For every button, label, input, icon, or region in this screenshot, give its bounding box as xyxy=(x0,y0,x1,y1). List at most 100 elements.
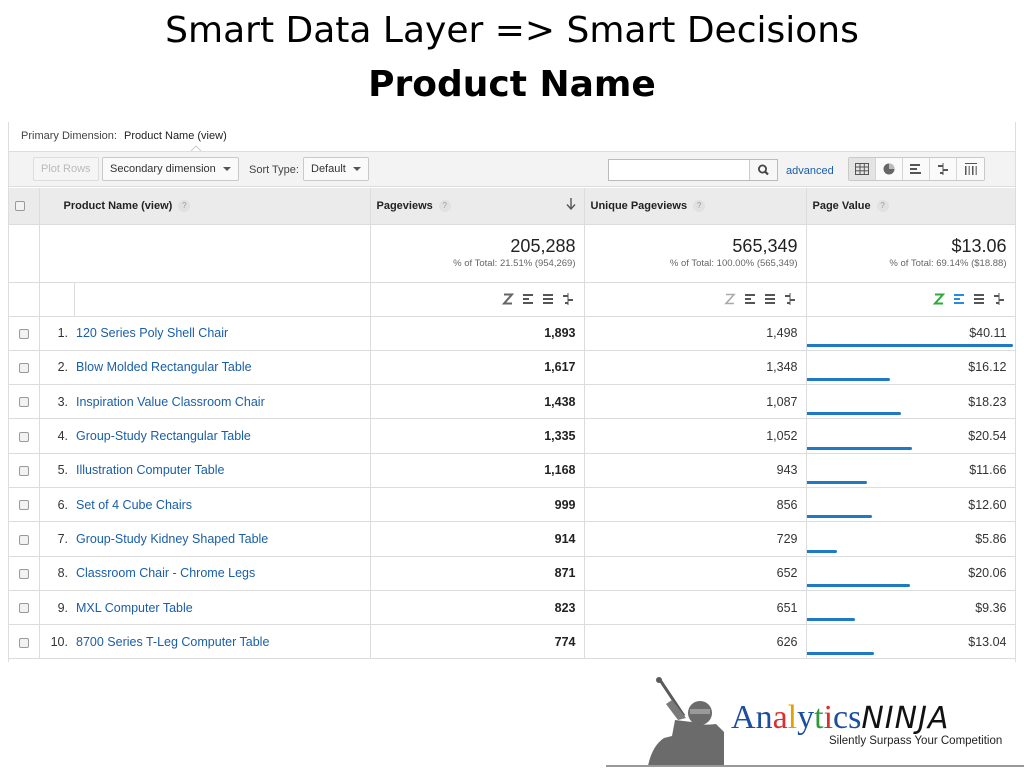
pageviews-value: 914 xyxy=(370,521,585,557)
row-checkbox[interactable] xyxy=(18,637,29,648)
advanced-filter-link[interactable]: advanced xyxy=(786,165,834,177)
product-name-link[interactable]: 8700 Series T-Leg Computer Table xyxy=(74,624,371,660)
row-checkbox[interactable] xyxy=(18,500,29,511)
zero-sort-icon[interactable] xyxy=(723,293,736,305)
product-name-link[interactable]: Inspiration Value Classroom Chair xyxy=(74,384,371,420)
product-name-link[interactable]: Group-Study Kidney Shaped Table xyxy=(74,521,371,557)
table-view-button[interactable] xyxy=(849,158,876,180)
zero-sort-icon[interactable] xyxy=(932,293,945,305)
bar-visualization-icon[interactable] xyxy=(953,293,965,305)
table-row: 7. Group-Study Kidney Shaped Table 914 729 $… xyxy=(9,521,1016,557)
weighted-sort-icon[interactable] xyxy=(542,293,554,305)
column-header-pageviews[interactable]: Pageviews? xyxy=(370,188,585,225)
row-checkbox[interactable] xyxy=(18,397,29,408)
help-icon[interactable]: ? xyxy=(876,199,889,212)
select-all-checkbox[interactable] xyxy=(15,200,25,211)
row-checkbox[interactable] xyxy=(18,431,29,442)
column-header-product-name[interactable]: Product Name (view)? xyxy=(39,188,371,225)
chevron-down-icon xyxy=(222,167,231,172)
search-button[interactable] xyxy=(749,160,777,180)
sort-type-value: Default xyxy=(311,163,346,175)
totals-page-value-cell: $13.06 % of Total: 69.14% ($18.88) xyxy=(806,224,1016,283)
unique-pageviews-value: 943 xyxy=(584,453,807,488)
help-icon[interactable]: ? xyxy=(178,199,191,212)
zero-sort-icon[interactable] xyxy=(501,293,514,305)
product-name-link[interactable]: Group-Study Rectangular Table xyxy=(74,418,371,454)
total-page-value-percent: % of Total: 69.14% ($18.88) xyxy=(889,257,1007,269)
pivot-view-button[interactable] xyxy=(957,158,984,180)
chevron-down-icon xyxy=(352,167,361,172)
total-page-value: $13.06 xyxy=(951,235,1007,256)
column-header-page-value[interactable]: Page Value? xyxy=(806,188,1016,225)
secondary-dimension-label: Secondary dimension xyxy=(110,163,216,175)
row-checkbox[interactable] xyxy=(18,363,29,374)
brand-letter: a xyxy=(772,699,788,736)
row-checkbox-cell xyxy=(9,487,40,523)
product-name-link[interactable]: Blow Molded Rectangular Table xyxy=(74,350,371,386)
performance-view-button[interactable] xyxy=(903,158,930,180)
sort-type-dropdown[interactable]: Default xyxy=(303,157,369,181)
page-value-cell: $12.60 xyxy=(806,487,1016,523)
column-visualization-row xyxy=(9,282,1016,317)
help-icon[interactable]: ? xyxy=(693,199,706,212)
comparison-view-button[interactable] xyxy=(930,158,957,180)
comparison-icon xyxy=(938,163,948,175)
pivot-icon xyxy=(964,163,977,175)
page-value-cell: $11.66 xyxy=(806,453,1016,488)
weighted-sort-icon[interactable] xyxy=(764,293,776,305)
page-value-bar xyxy=(806,549,837,553)
product-name-link[interactable]: Classroom Chair - Chrome Legs xyxy=(74,556,371,591)
total-unique-pageviews: 565,349 xyxy=(732,235,798,256)
bar-visualization-icon[interactable] xyxy=(522,293,534,305)
table-row: 1. 120 Series Poly Shell Chair 1,893 1,498 $… xyxy=(9,316,1016,351)
column-header-label: Unique Pageviews xyxy=(590,199,688,212)
row-checkbox[interactable] xyxy=(18,534,29,545)
page-value-value: $9.36 xyxy=(975,600,1007,615)
product-name-link[interactable]: 120 Series Poly Shell Chair xyxy=(74,316,371,351)
comparison-icon[interactable] xyxy=(784,293,796,305)
product-name-link[interactable]: MXL Computer Table xyxy=(74,590,371,626)
brand-letter: c xyxy=(833,699,849,736)
slide-subtitle: Product Name xyxy=(368,64,656,105)
help-icon[interactable]: ? xyxy=(438,199,451,212)
search-input[interactable] xyxy=(609,160,749,180)
row-rank: 1. xyxy=(39,316,74,351)
row-checkbox[interactable] xyxy=(18,466,29,477)
primary-dimension-value[interactable]: Product Name (view) xyxy=(124,130,227,142)
primary-dimension: Primary Dimension: Product Name (view) xyxy=(21,130,227,151)
product-name-link[interactable]: Illustration Computer Table xyxy=(74,453,371,488)
page-value-value: $16.12 xyxy=(968,360,1007,375)
weighted-sort-icon[interactable] xyxy=(973,293,985,305)
row-checkbox[interactable] xyxy=(18,603,29,614)
unique-pageviews-value: 626 xyxy=(584,624,807,660)
page-value-bar xyxy=(806,515,872,519)
select-all-cell xyxy=(9,188,40,225)
row-rank: 10. xyxy=(39,624,74,660)
row-rank: 4. xyxy=(39,418,74,454)
bar-visualization-icon[interactable] xyxy=(744,293,756,305)
row-checkbox-cell xyxy=(9,384,40,420)
totals-row: 205,288 % of Total: 21.51% (954,269) 565… xyxy=(9,224,1016,283)
pageviews-visualization-cell xyxy=(370,282,585,317)
product-name-link[interactable]: Set of 4 Cube Chairs xyxy=(74,487,371,523)
pie-view-button[interactable] xyxy=(876,158,903,180)
row-checkbox-cell xyxy=(9,316,40,351)
pageviews-value: 1,335 xyxy=(370,418,585,454)
report-toolbar: Plot Rows Secondary dimension Sort Type:… xyxy=(9,151,1015,187)
secondary-dimension-dropdown[interactable]: Secondary dimension xyxy=(102,157,239,181)
unique-pageviews-value: 652 xyxy=(584,556,807,591)
plot-rows-button[interactable]: Plot Rows xyxy=(33,157,99,181)
comparison-icon[interactable] xyxy=(562,293,574,305)
column-header-unique-pageviews[interactable]: Unique Pageviews? xyxy=(584,188,807,225)
table-row: 2. Blow Molded Rectangular Table 1,617 1,34… xyxy=(9,350,1016,386)
comparison-icon[interactable] xyxy=(993,293,1005,305)
search-icon xyxy=(757,164,769,176)
row-rank: 7. xyxy=(39,521,74,557)
row-checkbox[interactable] xyxy=(18,328,29,339)
row-checkbox[interactable] xyxy=(18,568,29,579)
pie-chart-icon xyxy=(883,163,895,175)
row-checkbox-cell xyxy=(9,624,40,660)
table-row: 3. Inspiration Value Classroom Chair 1,438… xyxy=(9,384,1016,420)
page-value-bar xyxy=(806,652,874,656)
bar-list-icon xyxy=(910,164,921,174)
